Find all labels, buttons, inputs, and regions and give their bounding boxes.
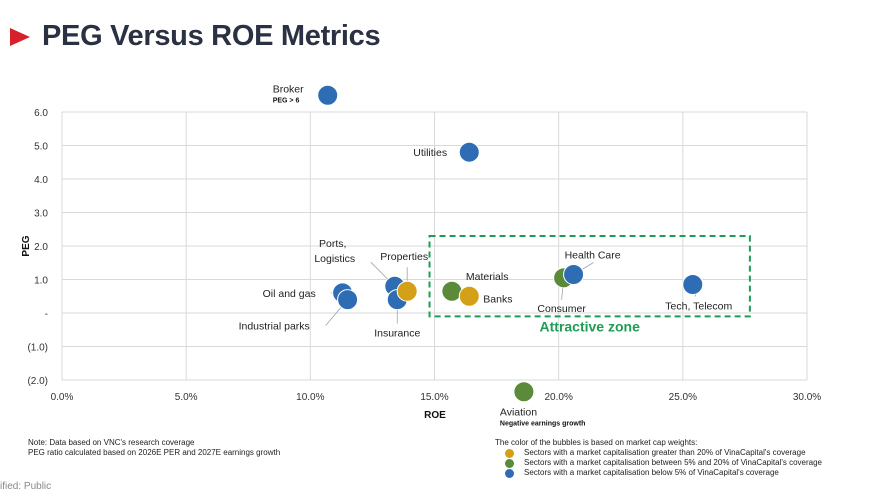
chart-notes: Note: Data based on VNC's research cover… xyxy=(28,438,280,458)
y-axis-ticks: 6.0 5.0 4.0 3.0 2.0 1.0 - (1.0) (2.0) xyxy=(27,108,48,387)
point-sublabel: Negative earnings growth xyxy=(500,421,586,428)
point-label: Properties xyxy=(380,251,428,263)
point-label: Oil and gas xyxy=(263,288,316,300)
point-label: Industrial parks xyxy=(239,321,310,333)
x-tick-label: 15.0% xyxy=(420,392,448,403)
bubble-properties xyxy=(396,280,418,302)
bubble-tech-telecom xyxy=(682,274,704,296)
bubble-utilities xyxy=(458,141,480,163)
attractive-zone-box xyxy=(428,234,751,318)
classification-label: ified: Public xyxy=(0,481,52,492)
data-points xyxy=(317,84,704,403)
bubble-banks xyxy=(458,285,480,307)
legend-dot-icon xyxy=(505,458,514,468)
point-label: Utilities xyxy=(413,147,447,159)
legend-label: Sectors with a market capitalisation bel… xyxy=(524,468,779,477)
x-tick-label: 30.0% xyxy=(793,392,821,403)
y-tick-label: (1.0) xyxy=(27,343,48,354)
x-tick-label: 5.0% xyxy=(175,392,198,403)
y-tick-label: 4.0 xyxy=(34,175,48,186)
y-tick-label: 2.0 xyxy=(34,242,48,253)
x-axis-ticks: 0.0% 5.0% 10.0% 15.0% 20.0% 25.0% 30.0% xyxy=(51,392,822,403)
point-label: Health Care xyxy=(565,249,621,261)
note-line-1: Note: Data based on VNC's research cover… xyxy=(28,438,195,447)
point-sublabel: PEG > 6 xyxy=(273,97,300,104)
legend-title: The color of the bubbles is based on mar… xyxy=(495,438,698,447)
point-label: Ports, xyxy=(319,238,346,250)
legend-label: Sectors with a market capitalisation bet… xyxy=(524,458,822,467)
legend-label: Sectors with a market capitalisation gre… xyxy=(524,448,806,457)
legend-dot-icon xyxy=(505,448,514,458)
title-block: PEG Versus ROE Metrics xyxy=(10,20,381,53)
attractive-zone-label: Attractive zone xyxy=(540,318,641,334)
point-label: Consumer xyxy=(537,303,586,315)
point-label: Broker xyxy=(273,83,304,95)
page-title: PEG Versus ROE Metrics xyxy=(42,20,381,52)
y-tick-label: 3.0 xyxy=(34,209,48,220)
legend-item-large: Sectors with a market capitalisation gre… xyxy=(505,448,822,458)
x-tick-label: 25.0% xyxy=(669,392,697,403)
x-axis-title: ROE xyxy=(424,410,446,421)
legend-dot-icon xyxy=(505,468,514,478)
x-tick-label: 20.0% xyxy=(544,392,572,403)
bubble-materials xyxy=(441,280,463,302)
legend-item-small: Sectors with a market capitalisation bel… xyxy=(505,468,822,478)
grid xyxy=(61,111,808,381)
point-label: Tech, Telecom xyxy=(665,301,732,313)
y-tick-label: 6.0 xyxy=(34,108,48,119)
y-tick-label: (2.0) xyxy=(27,376,48,387)
point-labels: Broker PEG > 6 Utilities Oil and gas Industr… xyxy=(239,83,733,427)
y-axis-title: PEG xyxy=(21,235,32,256)
point-label: Insurance xyxy=(374,328,420,340)
bubble-health-care xyxy=(563,263,585,285)
y-tick-label: 1.0 xyxy=(34,276,48,287)
point-label: Materials xyxy=(466,271,509,283)
bubble-broker xyxy=(317,84,339,106)
point-label: Logistics xyxy=(314,253,355,265)
legend-item-mid: Sectors with a market capitalisation bet… xyxy=(505,458,822,468)
point-label: Aviation xyxy=(500,407,537,419)
y-tick-label: - xyxy=(45,309,48,320)
bubble-industrial-parks xyxy=(337,289,359,311)
legend: The color of the bubbles is based on mar… xyxy=(495,438,822,478)
y-tick-label: 5.0 xyxy=(34,142,48,153)
title-arrow-icon xyxy=(10,27,30,46)
bubble-aviation xyxy=(513,381,535,403)
point-label: Banks xyxy=(483,293,512,305)
note-line-2: PEG ratio calculated based on 2026E PER … xyxy=(28,448,281,457)
attractive-zone: Attractive zone xyxy=(428,234,751,334)
x-tick-label: 10.0% xyxy=(296,392,324,403)
x-tick-label: 0.0% xyxy=(51,392,74,403)
